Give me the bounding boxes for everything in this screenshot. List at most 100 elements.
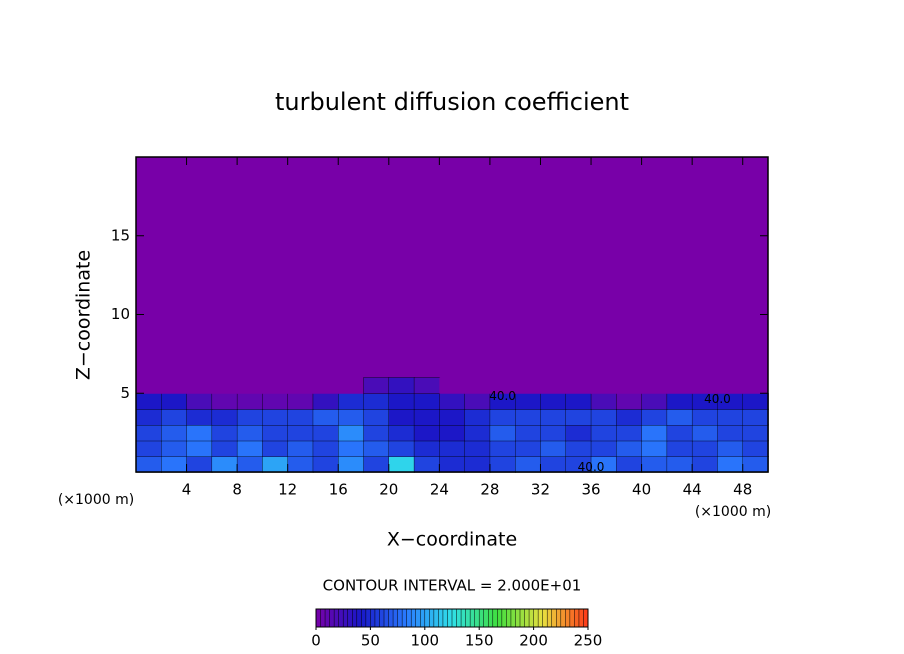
colorbar-segment [533,609,539,627]
field-cell [237,377,263,394]
field-cell [211,408,238,426]
colorbar-segment [433,609,439,627]
colorbar-segment [442,609,448,627]
field-cell [211,440,238,457]
colorbar-segment [510,609,516,627]
field-cell [464,440,491,457]
field-cell [464,393,491,410]
x-tick-label: 40 [632,481,651,499]
field-cell [388,377,415,394]
field-cell [742,377,769,394]
field-cell [641,440,668,457]
colorbar-segment [411,609,417,627]
field-cell [565,393,592,410]
colorbar-segment [424,609,430,627]
colorbar-segment [429,609,435,627]
field-cell [616,408,643,426]
contour-label: 40.0 [489,389,516,403]
field-cell [338,393,365,410]
field-cell [717,440,744,457]
field-cell [489,408,516,426]
field-cell [413,408,441,426]
field-cell [742,393,769,410]
field-cell [413,393,441,410]
field-cell [641,377,668,394]
colorbar-segment [569,609,575,627]
field-cell [489,440,516,457]
field-cell [565,377,592,394]
colorbar-segment [529,609,534,627]
field-cell [666,408,693,426]
chart-title: turbulent diffusion coefficient [275,88,629,116]
colorbar-segment [347,609,353,627]
field-cell [236,424,264,442]
field-cell [312,440,339,457]
colorbar-segment [334,609,339,627]
colorbar-segment [438,609,444,627]
colorbar-segment [538,609,543,627]
field-cell [287,440,314,457]
field-cell [515,408,542,426]
field-cell [135,424,162,442]
colorbar-tick-label: 0 [311,632,321,650]
y-tick-label: 15 [111,226,130,244]
colorbar-segment [370,609,376,627]
field-cell [565,408,592,426]
field-cell [691,440,719,457]
field-cell [464,424,491,442]
colorbar-segment [578,609,584,627]
field-cell [717,424,744,442]
colorbar-segment [447,609,453,627]
x-tick-label: 8 [232,481,242,499]
x-tick-label: 48 [733,481,752,499]
field-cell [287,377,314,394]
field-cell [717,408,744,426]
field-cell [691,408,719,426]
field-cell [186,393,213,410]
contour-interval: CONTOUR INTERVAL = 2.000E+01 [323,577,582,595]
field-cell [641,393,668,410]
colorbar-segment [343,609,349,627]
field-cell [262,377,289,394]
field-cell [236,440,264,457]
field-cell [186,456,213,473]
colorbar-segment [479,609,485,627]
field-cell [616,424,643,442]
field-cell [287,408,314,426]
colorbar-segment [361,609,367,627]
colorbar-segment [393,609,398,627]
field-cell [691,424,719,442]
field-cell [540,408,567,426]
field-cell [161,377,188,394]
field-cell [135,393,162,410]
field-cell [515,393,542,410]
colorbar-tick-label: 150 [465,632,494,650]
field-cell [515,440,542,457]
field-cell [388,408,415,426]
field-cell [666,424,693,442]
field-cell [616,440,643,457]
colorbar-segment [397,609,403,627]
x-tick-label: 28 [480,481,499,499]
field-cell [135,456,162,473]
field-cell [565,424,592,442]
y-axis-label: Z−coordinate [73,250,95,380]
field-cell [489,424,516,442]
colorbar-segment [374,609,380,627]
colorbar-segment [560,609,566,627]
field-cell [136,377,162,394]
colorbar-segment [452,609,457,627]
x-tick-label: 32 [531,481,550,499]
colorbar-tick-label: 200 [519,632,548,650]
colorbar-segment [574,609,580,627]
field-cell [591,377,617,394]
x-tick-label: 4 [182,481,192,499]
field-cell [692,377,718,394]
colorbar-segment [547,609,553,627]
field-cell [186,424,213,442]
field-cell [439,408,466,426]
field-cell [616,393,643,410]
field-cell [363,377,390,394]
field-cell [262,440,289,457]
field-cell [464,377,491,394]
